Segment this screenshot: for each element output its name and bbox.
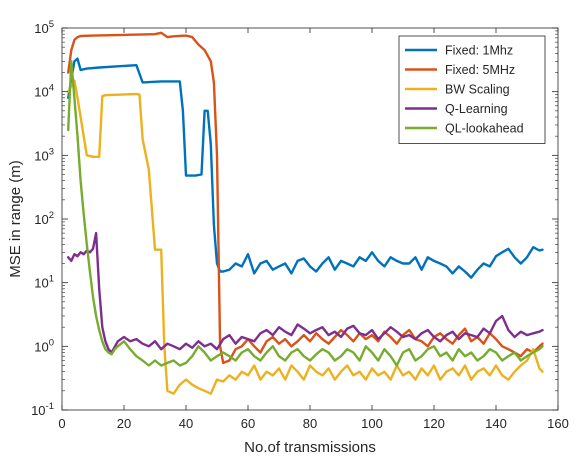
legend-label: Q-Learning	[445, 102, 508, 116]
y-axis-title: MSE in range (m)	[7, 160, 24, 278]
x-tick-label: 160	[547, 416, 569, 431]
x-tick-label: 40	[179, 416, 193, 431]
plot-frame	[61, 27, 559, 411]
legend-label: Fixed: 1Mhz	[445, 44, 513, 58]
legend-label: Fixed: 5MHz	[445, 63, 515, 77]
y-tick-label: 104	[34, 83, 54, 100]
x-tick-label: 100	[361, 416, 383, 431]
y-tick-label: 103	[34, 146, 54, 163]
y-tick-label: 100	[34, 337, 54, 354]
legend-label: QL-lookahead	[445, 122, 524, 136]
y-tick-label: 105	[34, 19, 54, 36]
y-tick-label: 101	[34, 274, 54, 291]
x-tick-label: 140	[485, 416, 507, 431]
legend: Fixed: 1Mhz Fixed: 5MHz BW Scaling Q-Learni…	[398, 35, 546, 144]
series-line-2	[66, 31, 544, 365]
x-tick-label: 20	[117, 416, 131, 431]
y-tick-label: 10-1	[31, 401, 54, 418]
x-tick-label: 0	[58, 416, 65, 431]
series-line-1	[66, 57, 544, 279]
axes-layer: 0 20 40 60 80 100 120 140 160 10-1 100 101 102 103 104…	[31, 19, 569, 431]
series-line-5	[66, 60, 544, 367]
series-layer	[66, 31, 544, 395]
x-axis-title: No.of transmissions	[244, 439, 376, 456]
legend-label: BW Scaling	[445, 83, 510, 97]
x-tick-label: 120	[423, 416, 445, 431]
x-tick-label: 80	[303, 416, 317, 431]
x-tick-label: 60	[241, 416, 255, 431]
y-tick-label: 102	[34, 210, 54, 227]
series-line-3	[66, 79, 544, 395]
